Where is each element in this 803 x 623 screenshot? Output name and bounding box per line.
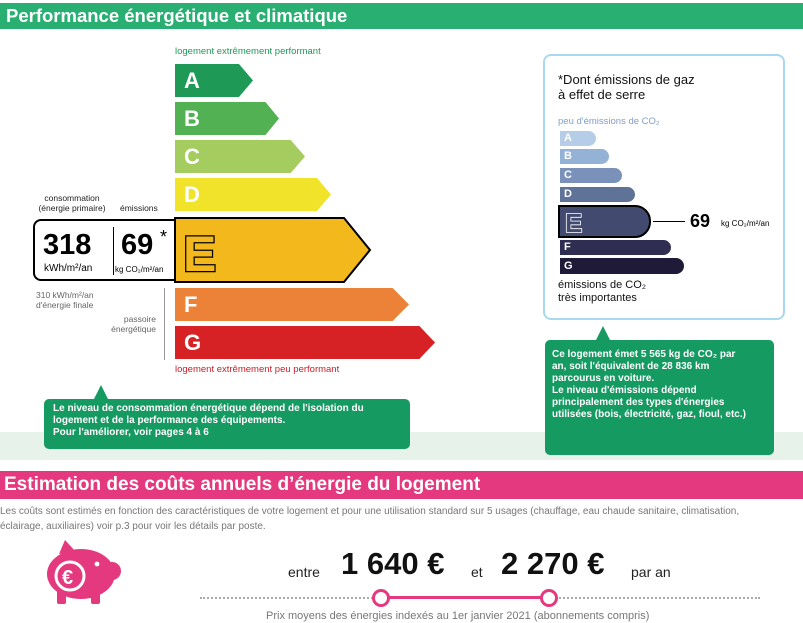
passoire-line1: passoire	[123, 314, 156, 324]
passoire-bracket	[164, 288, 165, 360]
ghg-class-letter: C	[564, 169, 572, 181]
energy-class-e-letter: E	[183, 226, 216, 282]
min-cost: 1 640 €	[341, 546, 445, 581]
bubble-line: logement et de la performance des équipe…	[53, 415, 286, 426]
ghg-pointer-line	[653, 221, 685, 222]
emissions-value: 69	[121, 229, 154, 261]
costs-intro: Les coûts sont estimés en fonction des c…	[0, 504, 803, 534]
final-energy-note: 310 kWh/m²/an d'énergie finale	[36, 290, 94, 310]
final-energy-line1: 310 kWh/m²/an	[36, 290, 94, 300]
ghg-class-f: F	[560, 240, 671, 255]
energy-class-letter: F	[184, 291, 198, 317]
values-box: 318 kWh/m²/an 69 * kg CO₂/m²/an	[33, 219, 174, 281]
ghg-class-letter: D	[564, 188, 572, 200]
section-header-costs: Estimation des coûts annuels d’énergie d…	[0, 471, 803, 499]
max-cost: 2 270 €	[501, 546, 605, 581]
ghg-info-bubble: Ce logement émet 5 565 kg de CO₂ par an,…	[545, 340, 774, 455]
final-energy-line2: d'énergie finale	[36, 300, 94, 310]
consumption-value: 318	[43, 229, 92, 261]
ghg-note-line1: *Dont émissions de gaz	[558, 72, 695, 87]
emissions-header: émissions	[120, 203, 158, 213]
consumption-unit: kWh/m²/an	[44, 263, 93, 274]
cost-range-max-marker	[540, 589, 558, 607]
ghg-class-b: B	[560, 149, 609, 164]
top-performance-label: logement extrêmement performant	[175, 46, 321, 57]
costs-intro-line2: éclairage, auxiliaires) voir p.3 pour vo…	[0, 521, 266, 532]
energy-class-f: F	[175, 288, 409, 321]
ghg-class-e-letter: E	[565, 208, 582, 236]
ghg-class-c: C	[560, 168, 622, 183]
per-year: par an	[631, 564, 671, 580]
ghg-bottom-line1: émissions de CO₂	[558, 279, 647, 291]
ghg-class-letter: G	[564, 260, 573, 272]
ghg-class-g: G	[560, 258, 684, 274]
price-footnote: Prix moyens des énergies indexés au 1er …	[266, 610, 650, 622]
bubble-line: Le niveau de consommation énergétique dé…	[53, 403, 364, 414]
energy-class-letter: B	[184, 105, 200, 131]
piggy-bank-icon: €	[47, 540, 121, 604]
section-title: Performance énergétique et climatique	[6, 5, 348, 26]
ghg-bubble-line: principalement des types d'énergies	[552, 397, 725, 408]
euro-symbol: €	[62, 567, 73, 589]
bubble-line: Pour l'améliorer, voir pages 4 à 6	[53, 427, 209, 438]
energy-class-letter: A	[184, 67, 200, 93]
energy-class-letter: C	[184, 143, 200, 169]
cost-range-bar	[381, 596, 549, 599]
ghg-bubble-line: Ce logement émet 5 565 kg de CO₂ par	[552, 349, 736, 360]
section-title: Estimation des coûts annuels d’énergie d…	[4, 474, 481, 495]
energy-class-g: G	[175, 326, 435, 359]
info-bubble-pointer	[94, 385, 108, 399]
word-between: entre	[288, 564, 320, 580]
ghg-note: *Dont émissions de gaz à effet de serre	[558, 72, 695, 102]
energy-class-b: B	[175, 102, 279, 135]
values-divider	[113, 227, 114, 275]
cost-range-min-marker	[372, 589, 390, 607]
emissions-unit: kg CO₂/m²/an	[115, 265, 164, 274]
section-header-performance: Performance énergétique et climatique	[0, 3, 803, 29]
ghg-bubble-pointer	[596, 326, 610, 340]
ghg-top-label: peu d'émissions de CO₂	[558, 116, 660, 127]
consumption-header-line1: consommation	[44, 193, 100, 203]
ghg-class-d: D	[560, 187, 635, 202]
ghg-value: 69	[690, 211, 711, 231]
ghg-bubble-line: Le niveau d'émissions dépend	[552, 385, 697, 396]
ghg-unit: kg CO₂/m²/an	[721, 219, 770, 228]
ghg-class-e-current: E	[558, 205, 651, 238]
ghg-bottom-label: émissions de CO₂ très importantes	[558, 279, 646, 305]
ghg-class-a: A	[560, 131, 596, 146]
ghg-bubble-line: utilisées (bois, électricité, gaz, fioul…	[552, 409, 746, 420]
consumption-header-line2: (énergie primaire)	[38, 203, 106, 213]
ghg-class-letter: A	[564, 132, 572, 144]
emissions-star: *	[160, 227, 168, 247]
ghg-note-line2: à effet de serre	[558, 87, 646, 102]
ghg-class-letter: B	[564, 150, 572, 162]
energy-class-d: D	[175, 178, 331, 211]
passoire-note: passoire énergétique	[100, 314, 156, 334]
consumption-header: consommation (énergie primaire)	[34, 193, 110, 213]
ghg-class-e-letter-svg: E	[564, 208, 583, 236]
costs-intro-line1: Les coûts sont estimés en fonction des c…	[0, 506, 740, 517]
energy-class-a: A	[175, 64, 253, 97]
ghg-bottom-line2: très importantes	[558, 292, 637, 304]
energy-class-c: C	[175, 140, 305, 173]
passoire-line2: énergétique	[111, 324, 156, 334]
energy-class-e-current: E	[174, 217, 372, 283]
ghg-bubble-line: parcourus en voiture.	[552, 373, 655, 384]
energy-info-bubble: Le niveau de consommation énergétique dé…	[44, 399, 410, 449]
ghg-class-letter: F	[564, 241, 571, 253]
energy-class-letter: D	[184, 181, 200, 207]
ghg-bubble-line: an, soit l'équivalent de 28 836 km	[552, 361, 710, 372]
energy-class-letter: G	[184, 329, 202, 355]
bottom-performance-label: logement extrêmement peu performant	[175, 364, 340, 375]
word-and: et	[471, 564, 483, 580]
